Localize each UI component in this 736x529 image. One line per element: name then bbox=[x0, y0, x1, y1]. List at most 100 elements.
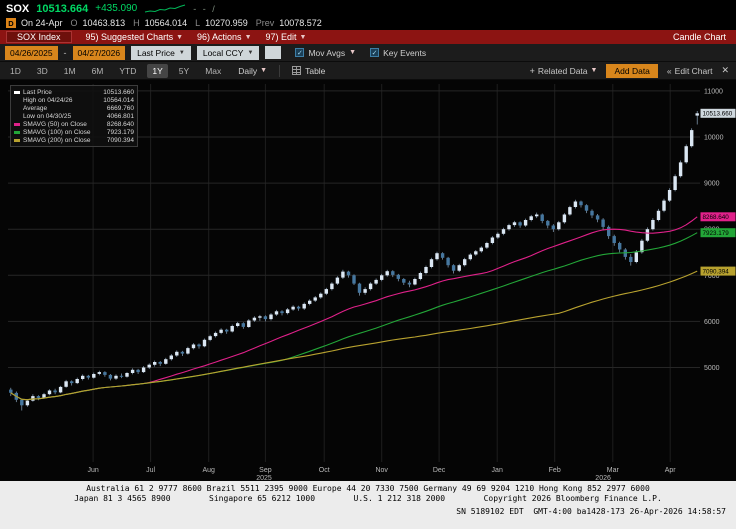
chevron-down-icon: ▼ bbox=[244, 33, 252, 41]
sma-line bbox=[10, 270, 698, 401]
chevron-down-icon: ▼ bbox=[299, 33, 307, 41]
related-data-button[interactable]: + Related Data ▼ bbox=[529, 65, 598, 76]
legend-swatch bbox=[14, 115, 20, 118]
mov-avgs-toggle[interactable]: ✓ Mov Avgs ▼ bbox=[295, 47, 357, 58]
footer-session-info: SN 5189102 EDT GMT-4:00 ba1428-173 26-Ap… bbox=[456, 507, 726, 516]
svg-text:5000: 5000 bbox=[704, 365, 720, 372]
chevron-down-icon: ▼ bbox=[178, 49, 185, 56]
session-badge: D bbox=[6, 18, 16, 28]
legend-swatch bbox=[14, 138, 20, 142]
svg-text:Apr: Apr bbox=[665, 467, 677, 474]
checkbox-checked-icon: ✓ bbox=[370, 48, 380, 57]
date-from-field[interactable]: 04/26/2025 bbox=[5, 45, 58, 60]
period-1m[interactable]: 1M bbox=[63, 65, 76, 76]
svg-text:8268.640: 8268.640 bbox=[703, 214, 730, 221]
legend-swatch bbox=[14, 107, 20, 110]
svg-text:Dec: Dec bbox=[433, 467, 446, 474]
toolbar-periods: 1D 3D 1M 6M YTD 1Y 5Y Max Daily ▼ Table … bbox=[0, 62, 736, 80]
svg-text:Feb: Feb bbox=[549, 467, 561, 474]
menu-bar: SOX Index 95) Suggested Charts ▼ 96) Act… bbox=[0, 30, 736, 44]
svg-text:10000: 10000 bbox=[704, 135, 724, 142]
collapse-left-icon: « bbox=[666, 65, 672, 76]
ticker-symbol: SOX bbox=[6, 2, 30, 15]
high-label: H bbox=[133, 18, 140, 28]
svg-text:Jan: Jan bbox=[492, 467, 503, 474]
session-date: On 24-Apr bbox=[21, 18, 63, 28]
legend-swatch bbox=[14, 122, 20, 126]
date-range-separator: - bbox=[63, 47, 67, 58]
svg-text:10513.660: 10513.660 bbox=[703, 111, 733, 118]
last-price: 10513.664 bbox=[36, 2, 89, 15]
low-value: 10270.959 bbox=[205, 18, 248, 28]
prev-value: 10078.572 bbox=[279, 18, 322, 28]
svg-text:Sep: Sep bbox=[259, 467, 272, 474]
legend-swatch bbox=[14, 130, 20, 134]
chart-type-label: Candle Chart bbox=[672, 32, 726, 42]
edit-chart-button[interactable]: « Edit Chart bbox=[666, 65, 713, 76]
svg-text:Oct: Oct bbox=[319, 467, 330, 474]
chart-legend: Last Price 10513.660 High on 04/24/26 1056… bbox=[10, 85, 138, 147]
open-value: 10463.813 bbox=[82, 18, 126, 28]
svg-text:6000: 6000 bbox=[704, 319, 720, 326]
period-1y[interactable]: 1Y bbox=[147, 63, 168, 78]
chevron-down-icon: ▼ bbox=[260, 67, 268, 74]
svg-text:2025: 2025 bbox=[256, 475, 272, 481]
legend-swatch bbox=[14, 90, 20, 94]
svg-text:11000: 11000 bbox=[704, 88, 723, 95]
date-to-field[interactable]: 04/27/2026 bbox=[72, 45, 126, 60]
menu-suggested-charts[interactable]: 95) Suggested Charts ▼ bbox=[85, 32, 184, 42]
svg-text:7090.394: 7090.394 bbox=[703, 269, 730, 276]
chevron-down-icon: ▼ bbox=[349, 49, 357, 56]
table-view-button[interactable]: Table bbox=[292, 66, 325, 76]
legend-swatch bbox=[14, 99, 20, 102]
footer-contacts-line1: Australia 61 2 9777 8600 Brazil 5511 239… bbox=[86, 484, 650, 493]
candlestick-series bbox=[9, 111, 699, 411]
svg-text:2026: 2026 bbox=[595, 475, 611, 481]
add-data-button[interactable]: Add Data bbox=[606, 63, 658, 78]
divider bbox=[279, 64, 281, 77]
frequency-select[interactable]: Daily ▼ bbox=[238, 65, 268, 76]
low-label: L bbox=[195, 18, 201, 28]
price-change: +435.090 bbox=[95, 3, 138, 14]
price-source-select[interactable]: Last Price ▼ bbox=[131, 45, 191, 60]
period-5y[interactable]: 5Y bbox=[178, 65, 190, 76]
key-events-toggle[interactable]: ✓ Key Events bbox=[370, 47, 427, 58]
open-label: O bbox=[70, 18, 78, 28]
chart-area: 500060007000800090001000011000JunJulAugS… bbox=[0, 80, 736, 481]
security-tag[interactable]: SOX Index bbox=[6, 31, 72, 43]
close-icon[interactable]: ✕ bbox=[721, 65, 729, 75]
svg-text:7000: 7000 bbox=[704, 273, 720, 280]
axis-price-badge: 8268.640 bbox=[700, 212, 736, 222]
svg-text:Aug: Aug bbox=[202, 467, 215, 474]
axis-price-badge: 10513.660 bbox=[700, 108, 736, 118]
period-ytd[interactable]: YTD bbox=[119, 65, 137, 76]
quote-marks: - - / bbox=[193, 3, 217, 14]
svg-text:Nov: Nov bbox=[375, 467, 388, 474]
axis-price-badge: 7090.394 bbox=[700, 266, 736, 276]
extra-field[interactable] bbox=[265, 46, 282, 59]
svg-text:9000: 9000 bbox=[704, 181, 720, 188]
period-3d[interactable]: 3D bbox=[36, 65, 48, 76]
terminal-footer: Australia 61 2 9777 8600 Brazil 5511 239… bbox=[0, 481, 736, 529]
chevron-down-icon: ▼ bbox=[247, 49, 254, 56]
svg-text:Jun: Jun bbox=[87, 467, 98, 474]
period-1d[interactable]: 1D bbox=[10, 65, 21, 76]
menu-edit[interactable]: 97) Edit ▼ bbox=[265, 32, 307, 42]
mini-sparkline-icon bbox=[145, 4, 186, 13]
table-icon bbox=[292, 66, 302, 75]
svg-text:7923.179: 7923.179 bbox=[703, 230, 730, 237]
chevron-down-icon: ▼ bbox=[590, 67, 598, 74]
period-max[interactable]: Max bbox=[205, 65, 222, 76]
toolbar-settings: 04/26/2025 - 04/27/2026 Last Price ▼ Loc… bbox=[0, 44, 736, 62]
prev-label: Prev bbox=[255, 18, 275, 28]
plus-icon: + bbox=[529, 65, 535, 76]
footer-contacts-line2: Japan 81 3 4565 8900 Singapore 65 6212 1… bbox=[74, 494, 662, 503]
chevron-down-icon: ▼ bbox=[176, 33, 184, 41]
currency-select[interactable]: Local CCY ▼ bbox=[196, 45, 260, 60]
menu-actions[interactable]: 96) Actions ▼ bbox=[197, 32, 252, 42]
high-value: 10564.014 bbox=[144, 18, 188, 28]
svg-text:Jul: Jul bbox=[146, 467, 155, 474]
svg-text:Mar: Mar bbox=[607, 467, 620, 474]
period-6m[interactable]: 6M bbox=[91, 65, 104, 76]
